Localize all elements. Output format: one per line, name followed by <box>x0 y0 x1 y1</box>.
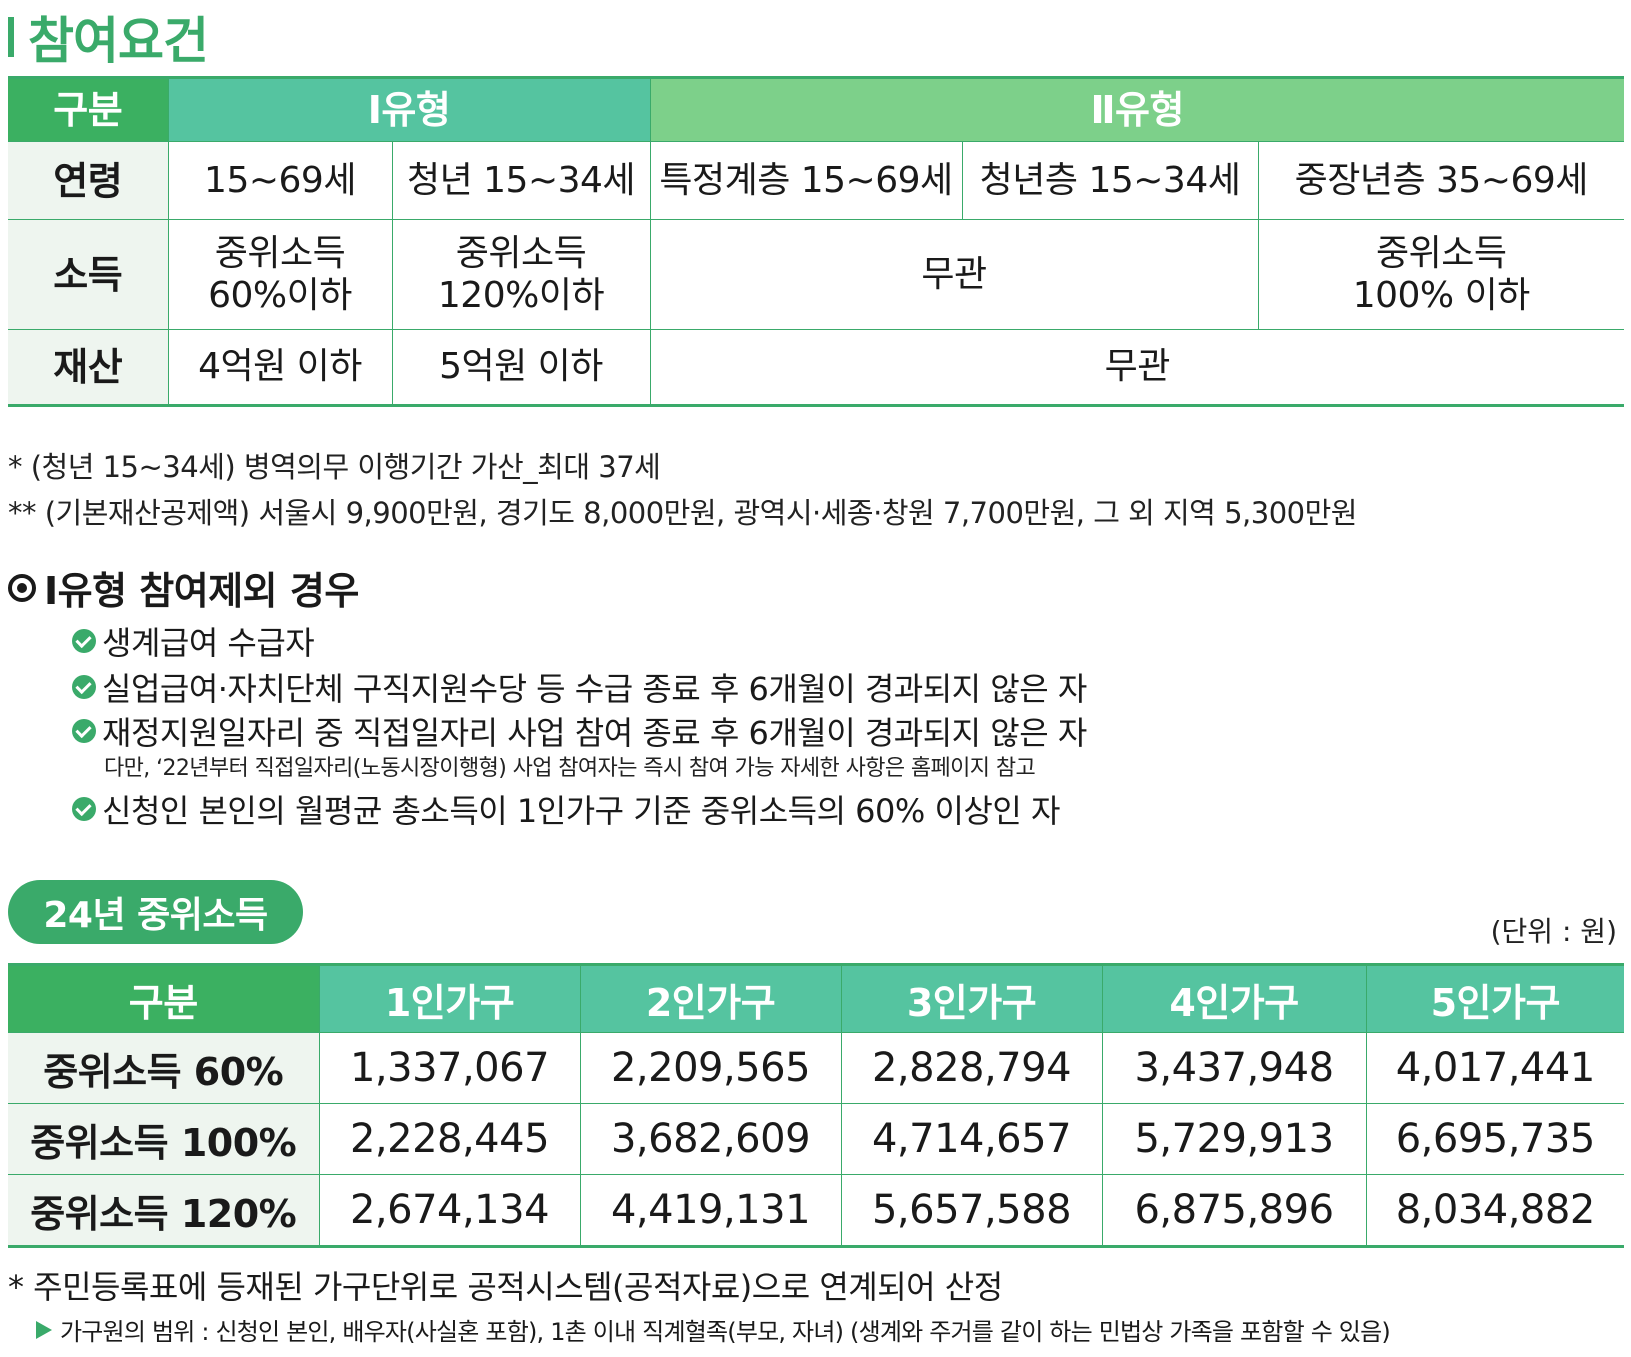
title-bar-icon <box>8 17 14 57</box>
income-header-gubun: 구분 <box>8 964 320 1033</box>
income-t1-general: 중위소득 60%이하 <box>167 219 393 330</box>
header-type1: Ⅰ유형 <box>167 77 651 142</box>
table-cell: 3,682,609 <box>579 1103 842 1175</box>
exclusion-item: 신청인 본인의 월평균 총소득이 1인가구 기준 중위소득의 60% 이상인 자 <box>72 786 1060 832</box>
income-header-2p: 2인가구 <box>579 964 842 1033</box>
table-cell: 2,209,565 <box>579 1032 842 1104</box>
income-t1-general-line1: 중위소득 <box>214 232 346 274</box>
table-cell: 5,729,913 <box>1101 1103 1367 1175</box>
row-label: 중위소득 100% <box>8 1103 320 1175</box>
income-header-row: 구분 1인가구 2인가구 3인가구 4인가구 5인가구 <box>8 964 1624 1033</box>
header-gubun: 구분 <box>8 77 169 142</box>
exclusion-item: 실업급여·자치단체 구직지원수당 등 수급 종료 후 6개월이 경과되지 않은 … <box>72 664 1087 710</box>
row-label: 중위소득 120% <box>8 1174 320 1247</box>
table-cell: 4,419,131 <box>579 1174 842 1247</box>
exclusion-heading: Ⅰ유형 참여제외 경우 <box>8 560 359 615</box>
exclusion-heading-text: Ⅰ유형 참여제외 경우 <box>44 569 359 613</box>
income-t1-youth-line2: 120%이하 <box>437 274 605 316</box>
radio-bullet-icon <box>8 573 36 602</box>
income-header-1p: 1인가구 <box>318 964 581 1033</box>
age-label: 연령 <box>8 141 169 220</box>
note-asset-deduction: ** (기본재산공제액) 서울시 9,900만원, 경기도 8,000만원, 광… <box>8 496 1357 530</box>
table-cell: 1,337,067 <box>318 1032 581 1104</box>
income-t2-irrelevant: 무관 <box>649 219 1259 330</box>
age-t2-youth: 청년층 15~34세 <box>961 141 1259 220</box>
table-cell: 6,695,735 <box>1365 1103 1624 1175</box>
table-cell: 5,657,588 <box>840 1174 1103 1247</box>
income-label: 소득 <box>8 219 169 330</box>
check-circle-icon <box>72 675 96 699</box>
page-title-text: 참여요건 <box>28 12 209 70</box>
page-title: 참여요건 <box>8 6 209 70</box>
table-cell: 8,034,882 <box>1365 1174 1624 1247</box>
table-cell: 2,828,794 <box>840 1032 1103 1104</box>
age-t2-special: 특정계층 15~69세 <box>649 141 963 220</box>
table-row: 중위소득 100% 2,228,445 3,682,609 4,714,657 … <box>8 1103 1624 1175</box>
age-t1-youth: 청년 15~34세 <box>391 141 651 220</box>
exclusion-item-text: 신청인 본인의 월평균 총소득이 1인가구 기준 중위소득의 60% 이상인 자 <box>102 792 1060 830</box>
requirements-header-row: 구분 Ⅰ유형 Ⅱ유형 <box>8 77 1625 142</box>
table-cell: 2,228,445 <box>318 1103 581 1175</box>
check-circle-icon <box>72 797 96 821</box>
header-type2: Ⅱ유형 <box>649 77 1625 142</box>
assets-t2: 무관 <box>649 329 1625 406</box>
exclusion-item: 생계급여 수급자 <box>72 618 315 664</box>
footer-detail: 가구원의 범위 : 신청인 본인, 배우자(사실혼 포함), 1촌 이내 직계혈… <box>36 1312 1391 1347</box>
table-cell: 3,437,948 <box>1101 1032 1367 1104</box>
income-t2-middle-line1: 중위소득 <box>1376 232 1507 274</box>
median-income-badge: 24년 중위소득 <box>8 880 303 944</box>
assets-label: 재산 <box>8 329 169 406</box>
income-t2-middle: 중위소득 100% 이하 <box>1257 219 1625 330</box>
income-t1-youth: 중위소득 120%이하 <box>391 219 651 330</box>
income-header-4p: 4인가구 <box>1101 964 1367 1033</box>
unit-label: (단위 : 원) <box>1490 915 1617 948</box>
table-row: 중위소득 120% 2,674,134 4,419,131 5,657,588 … <box>8 1174 1624 1247</box>
table-cell: 4,017,441 <box>1365 1032 1624 1104</box>
income-row: 소득 중위소득 60%이하 중위소득 120%이하 무관 중위소득 100% 이… <box>8 219 1625 330</box>
table-cell: 4,714,657 <box>840 1103 1103 1175</box>
exclusion-sub-note: 다만, ‘22년부터 직접일자리(노동시장이행형) 사업 참여자는 즉시 참여 … <box>104 756 1036 781</box>
footer-detail-text: 가구원의 범위 : 신청인 본인, 배우자(사실혼 포함), 1촌 이내 직계혈… <box>60 1318 1391 1346</box>
requirements-table: 구분 Ⅰ유형 Ⅱ유형 연령 15~69세 청년 15~34세 특정계층 15~6… <box>8 76 1625 407</box>
median-income-table: 구분 1인가구 2인가구 3인가구 4인가구 5인가구 중위소득 60% 1,3… <box>8 963 1624 1248</box>
assets-t1-general: 4억원 이하 <box>167 329 393 406</box>
footer-note: * 주민등록표에 등재된 가구단위로 공적시스템(공적자료)으로 연계되어 산정 <box>8 1268 1003 1306</box>
age-t1-general: 15~69세 <box>167 141 393 220</box>
income-t2-middle-line2: 100% 이하 <box>1352 274 1531 316</box>
income-t1-general-line2: 60%이하 <box>208 274 352 316</box>
income-header-5p: 5인가구 <box>1365 964 1624 1033</box>
age-t2-middle: 중장년층 35~69세 <box>1257 141 1625 220</box>
exclusion-item: 재정지원일자리 중 직접일자리 사업 참여 종료 후 6개월이 경과되지 않은 … <box>72 708 1087 754</box>
triangle-bullet-icon <box>36 1320 52 1339</box>
row-label: 중위소득 60% <box>8 1032 320 1104</box>
income-t1-youth-line1: 중위소득 <box>455 232 587 274</box>
table-cell: 6,875,896 <box>1101 1174 1367 1247</box>
age-row: 연령 15~69세 청년 15~34세 특정계층 15~69세 청년층 15~3… <box>8 141 1625 220</box>
exclusion-item-text: 생계급여 수급자 <box>102 624 315 662</box>
exclusion-item-text: 재정지원일자리 중 직접일자리 사업 참여 종료 후 6개월이 경과되지 않은 … <box>102 714 1087 752</box>
check-circle-icon <box>72 629 96 653</box>
assets-row: 재산 4억원 이하 5억원 이하 무관 <box>8 329 1625 406</box>
exclusion-item-text: 실업급여·자치단체 구직지원수당 등 수급 종료 후 6개월이 경과되지 않은 … <box>102 670 1087 708</box>
assets-t1-youth: 5억원 이하 <box>391 329 651 406</box>
table-row: 중위소득 60% 1,337,067 2,209,565 2,828,794 3… <box>8 1032 1624 1104</box>
check-circle-icon <box>72 719 96 743</box>
note-youth-age: * (청년 15~34세) 병역의무 이행기간 가산_최대 37세 <box>8 450 661 484</box>
income-header-3p: 3인가구 <box>840 964 1103 1033</box>
table-cell: 2,674,134 <box>318 1174 581 1247</box>
